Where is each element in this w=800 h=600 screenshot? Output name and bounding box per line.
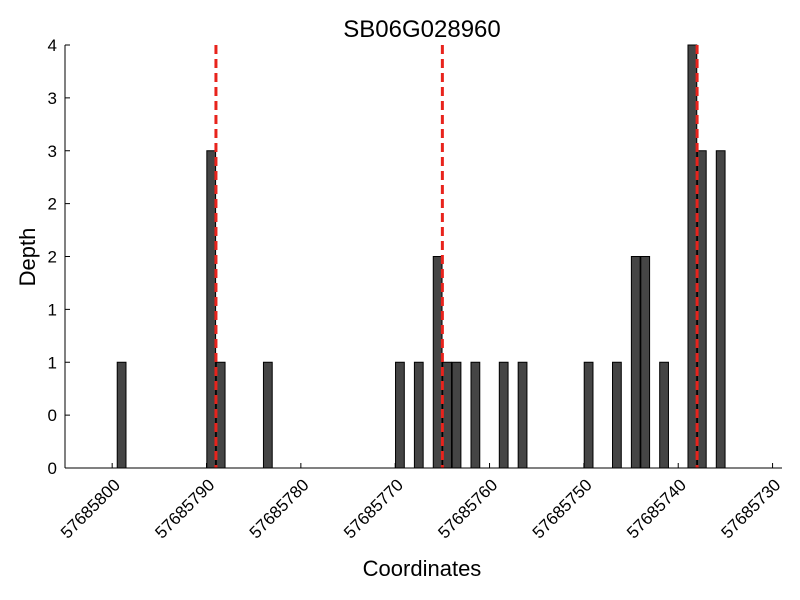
y-tick-label: 1 [48, 353, 57, 372]
bar [432, 256, 443, 469]
bar [659, 361, 669, 469]
bar [612, 361, 622, 469]
y-tick-label: 2 [48, 195, 57, 214]
y-ticks: 0 0 1 1 2 2 3 3 4 [48, 36, 70, 478]
bar [517, 361, 528, 469]
markers-layer [214, 45, 699, 468]
x-tick-label: 57685760 [434, 475, 501, 542]
x-tick-label: 57685740 [623, 475, 690, 542]
bar [116, 361, 127, 469]
x-tick-label: 57685800 [57, 475, 124, 542]
y-axis-label: Depth [15, 228, 40, 287]
y-tick-label: 2 [48, 248, 57, 267]
chart-title: SB06G028960 [343, 16, 500, 43]
bar [215, 361, 226, 469]
bar [395, 361, 405, 469]
bar [630, 256, 641, 469]
x-tick-label: 57685780 [246, 475, 313, 542]
x-tick-label: 57685790 [151, 475, 218, 542]
bar [470, 361, 481, 469]
bar [413, 361, 424, 469]
bar [451, 361, 462, 469]
y-tick-label: 0 [48, 406, 57, 425]
x-ticks: 57685800 57685790 57685780 57685770 57685760… [57, 463, 784, 542]
y-tick-label: 3 [48, 89, 57, 108]
x-axis-label: Coordinates [363, 556, 482, 581]
bar [498, 361, 509, 469]
y-tick-label: 3 [48, 142, 57, 161]
bar [206, 150, 217, 469]
bar [640, 256, 651, 469]
y-tick-label: 1 [48, 300, 57, 319]
x-tick-label: 57685730 [717, 475, 784, 542]
y-tick-label: 0 [48, 459, 57, 478]
bar [262, 361, 273, 469]
bar [687, 44, 698, 469]
bars-layer [116, 44, 726, 469]
x-tick-label: 57685770 [340, 475, 407, 542]
y-tick-label: 4 [48, 36, 57, 55]
bar [442, 361, 452, 469]
x-tick-label: 57685750 [529, 475, 596, 542]
bar [583, 361, 594, 469]
bar [715, 150, 726, 469]
bar [696, 150, 707, 469]
